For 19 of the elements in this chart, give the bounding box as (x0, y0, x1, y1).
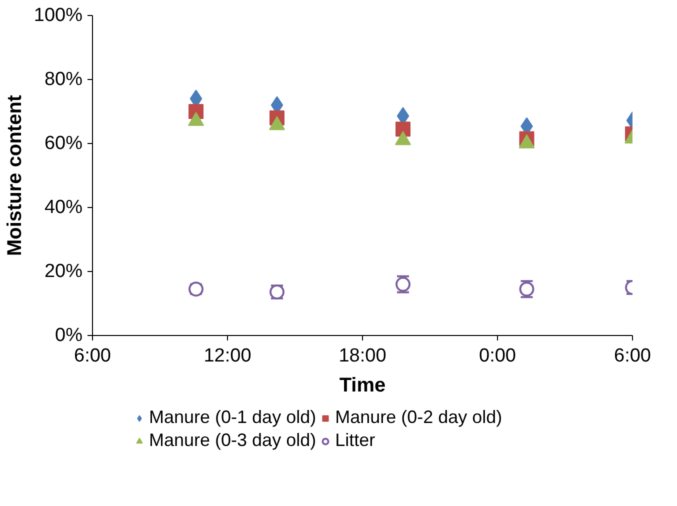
x-tick-label: 12:00 (204, 346, 252, 366)
y-tick-label: 40% (44, 197, 83, 218)
x-tick-label: 18:00 (338, 346, 386, 366)
y-axis-title: Moisture content (4, 94, 26, 256)
point (396, 122, 410, 137)
point (188, 282, 204, 297)
y-tick-label: 0% (55, 325, 83, 346)
y-tick-label: 20% (44, 261, 83, 282)
y-tick-label: 60% (44, 133, 83, 154)
x-axis-title: Time (339, 374, 386, 396)
x-tick-label: 0:00 (479, 346, 516, 366)
y-tick-label: 100% (34, 5, 83, 26)
y-tick-label: 80% (44, 69, 83, 90)
legend-label: Manure (0-1 day old) (149, 407, 316, 428)
x-tick-label: 6:00 (74, 346, 111, 366)
legend-label: Manure (0-3 day old) (149, 430, 316, 451)
legend-label: Litter (335, 430, 376, 451)
x-tick-label: 6:00 (614, 346, 651, 366)
legend-label: Manure (0-2 day old) (335, 407, 502, 428)
